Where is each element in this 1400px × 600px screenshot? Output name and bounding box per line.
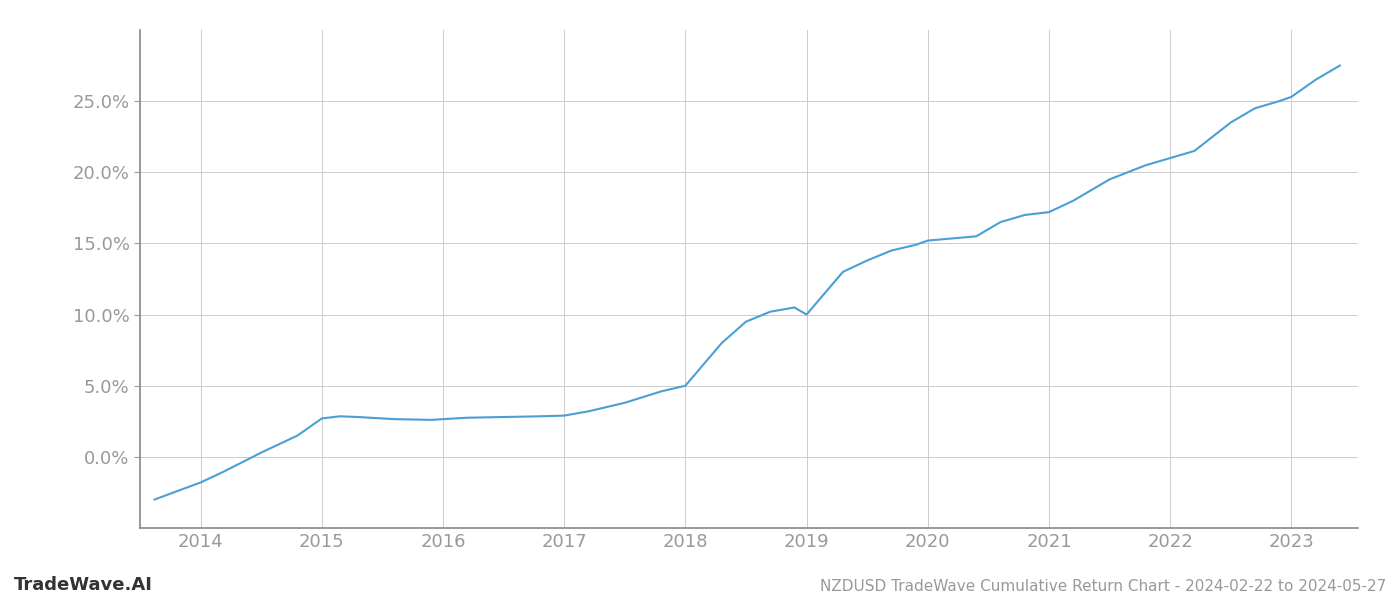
Text: TradeWave.AI: TradeWave.AI (14, 576, 153, 594)
Text: NZDUSD TradeWave Cumulative Return Chart - 2024-02-22 to 2024-05-27: NZDUSD TradeWave Cumulative Return Chart… (820, 579, 1386, 594)
